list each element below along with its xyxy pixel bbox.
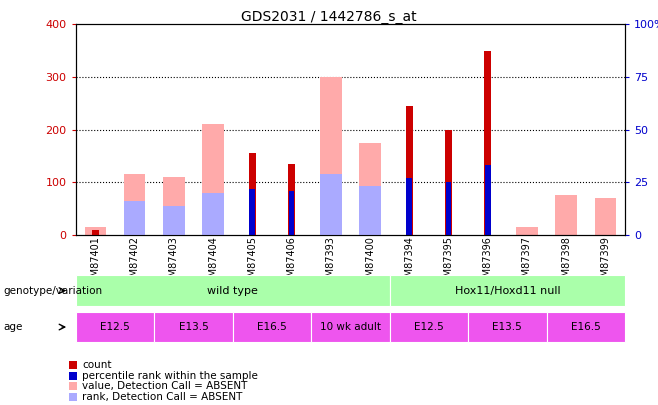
Text: percentile rank within the sample: percentile rank within the sample xyxy=(82,371,258,381)
Text: 10 wk adult: 10 wk adult xyxy=(320,322,381,332)
Text: E16.5: E16.5 xyxy=(257,322,287,332)
Bar xyxy=(320,175,342,235)
Bar xyxy=(407,178,412,235)
Bar xyxy=(84,227,106,235)
Bar xyxy=(91,230,99,235)
Text: E13.5: E13.5 xyxy=(492,322,522,332)
Bar xyxy=(516,227,538,235)
Text: E13.5: E13.5 xyxy=(178,322,209,332)
Text: Hox11/Hoxd11 null: Hox11/Hoxd11 null xyxy=(455,286,560,296)
Bar xyxy=(249,153,256,235)
Text: E12.5: E12.5 xyxy=(414,322,443,332)
Bar xyxy=(595,198,617,235)
Bar xyxy=(359,186,381,235)
Bar xyxy=(124,175,145,235)
Text: genotype/variation: genotype/variation xyxy=(3,286,103,296)
Text: age: age xyxy=(3,322,22,332)
Bar xyxy=(124,201,145,235)
Text: E12.5: E12.5 xyxy=(100,322,130,332)
Bar xyxy=(202,124,224,235)
Bar xyxy=(485,165,491,235)
Bar xyxy=(320,77,342,235)
Text: count: count xyxy=(82,360,112,370)
Text: value, Detection Call = ABSENT: value, Detection Call = ABSENT xyxy=(82,382,247,391)
Bar xyxy=(249,189,255,235)
Bar xyxy=(406,106,413,235)
Bar xyxy=(555,196,577,235)
Bar xyxy=(163,206,185,235)
Text: rank, Detection Call = ABSENT: rank, Detection Call = ABSENT xyxy=(82,392,243,402)
Bar xyxy=(202,193,224,235)
Bar xyxy=(289,191,294,235)
Bar xyxy=(484,51,492,235)
Bar xyxy=(163,177,185,235)
Bar xyxy=(445,130,452,235)
Text: E16.5: E16.5 xyxy=(571,322,601,332)
Text: GDS2031 / 1442786_s_at: GDS2031 / 1442786_s_at xyxy=(241,10,417,24)
Bar xyxy=(445,182,451,235)
Text: wild type: wild type xyxy=(207,286,258,296)
Bar xyxy=(359,143,381,235)
Bar xyxy=(288,164,295,235)
